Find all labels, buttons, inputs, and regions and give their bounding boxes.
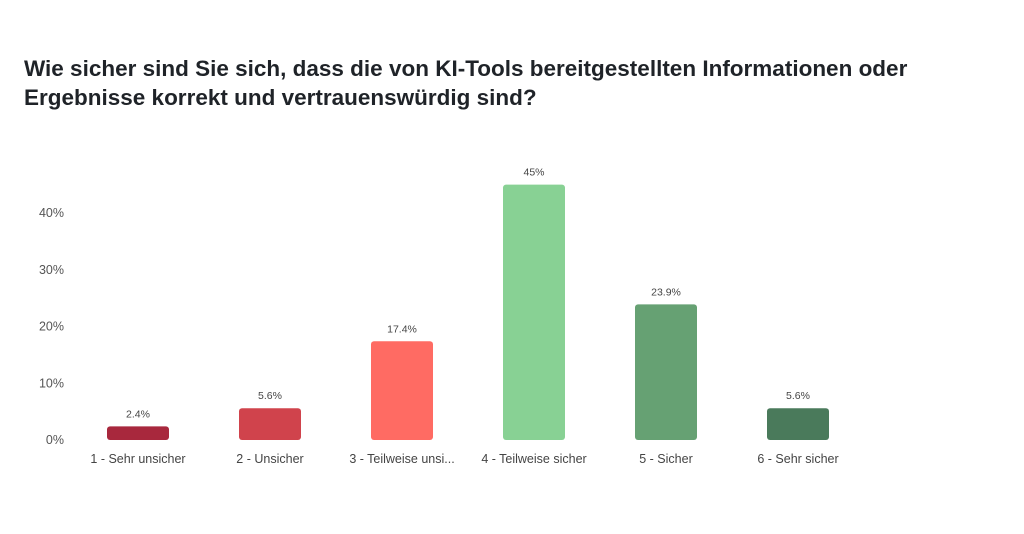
- y-tick-label: 0%: [46, 433, 64, 447]
- data-label: 23.9%: [651, 286, 681, 298]
- data-label: 5.6%: [786, 390, 810, 402]
- x-category-label: 3 - Teilweise unsi...: [349, 452, 454, 466]
- bar-2: [239, 408, 301, 440]
- bar-5: [635, 304, 697, 440]
- data-label: 2.4%: [126, 408, 150, 420]
- data-label: 45%: [523, 167, 544, 179]
- data-label: 17.4%: [387, 323, 417, 335]
- x-category-label: 6 - Sehr sicher: [757, 452, 838, 466]
- bar-1: [107, 426, 169, 440]
- x-category-label: 2 - Unsicher: [236, 452, 303, 466]
- data-label: 5.6%: [258, 390, 282, 402]
- x-category-label: 5 - Sicher: [639, 452, 693, 466]
- x-category-label: 4 - Teilweise sicher: [481, 452, 586, 466]
- bar-3: [371, 341, 433, 440]
- y-tick-label: 10%: [39, 376, 64, 390]
- chart-title: Wie sicher sind Sie sich, dass die von K…: [24, 56, 908, 110]
- x-category-label: 1 - Sehr unsicher: [90, 452, 185, 466]
- y-tick-label: 40%: [39, 206, 64, 220]
- bar-4: [503, 184, 565, 440]
- y-tick-label: 20%: [39, 320, 64, 334]
- bar-6: [767, 408, 829, 440]
- y-tick-label: 30%: [39, 263, 64, 277]
